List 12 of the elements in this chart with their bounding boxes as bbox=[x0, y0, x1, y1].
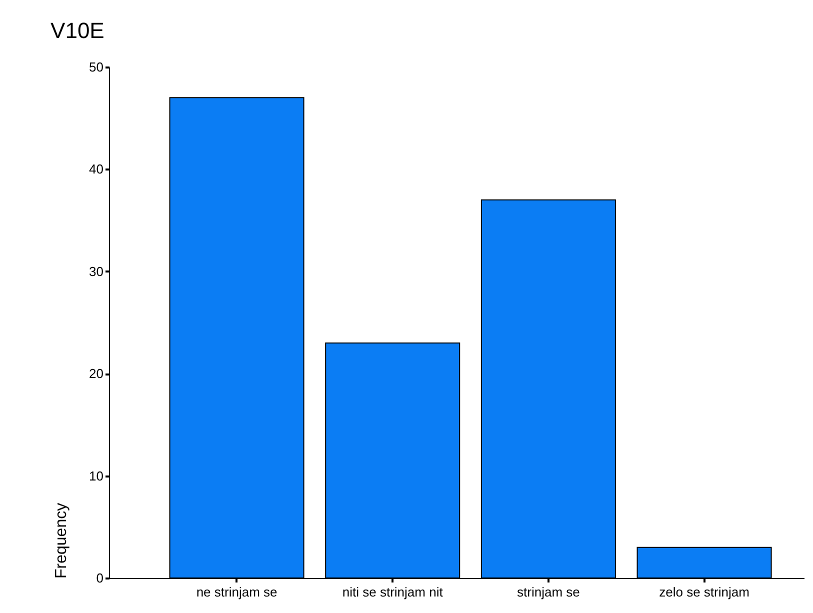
x-tick-label: niti se strinjam nit bbox=[342, 584, 444, 600]
y-tick-label: 20 bbox=[89, 366, 104, 382]
x-tick-label: strinjam se bbox=[517, 584, 580, 600]
y-tick-label: 40 bbox=[89, 162, 104, 177]
x-tick-label: ne strinjam se bbox=[196, 584, 278, 600]
y-tick-label: 30 bbox=[89, 264, 104, 279]
y-tick-label: 10 bbox=[89, 468, 104, 484]
y-tick-label: 0 bbox=[96, 570, 104, 586]
chart-title: V10E bbox=[50, 18, 104, 43]
x-tick-label: zelo se strinjam bbox=[659, 584, 750, 600]
y-tick-label: 50 bbox=[89, 60, 104, 74]
y-axis-title: Frequency bbox=[53, 502, 70, 578]
